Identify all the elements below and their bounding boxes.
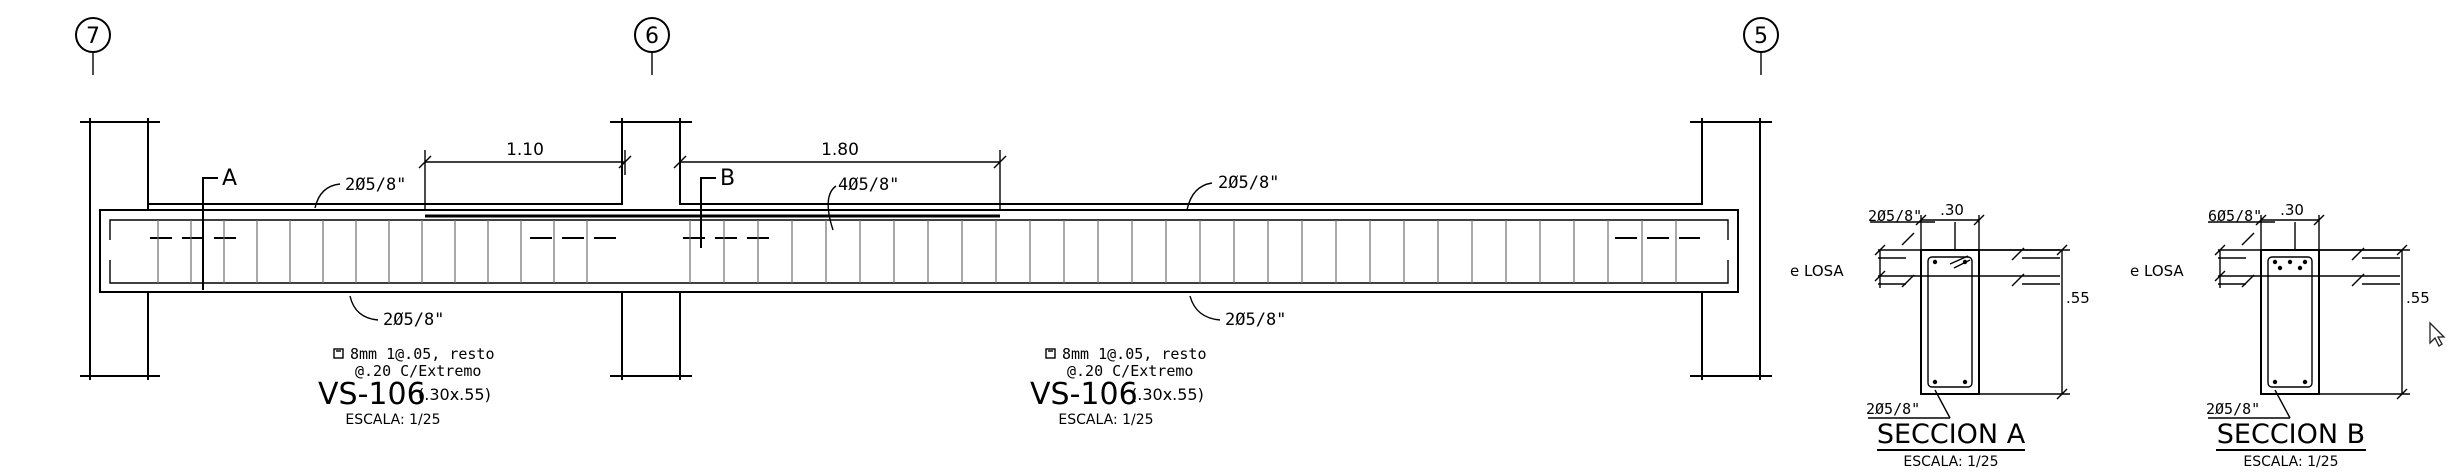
mouse-cursor-icon (2429, 321, 2446, 347)
beam-note-left-stirrup-1: 8mm 1@.05, resto (350, 345, 495, 363)
beam-note-right-size: (.30x.55) (1131, 385, 1204, 404)
span-label-right: 1.80 (821, 140, 859, 160)
section-a-bottom-bars: 2Ø5/8" (1866, 400, 1920, 418)
axis-label-6: 6 (645, 24, 659, 49)
section-b-bottom-bars: 2Ø5/8" (2206, 400, 2260, 418)
section-cut-b-label: B (720, 166, 735, 191)
section-b-slab-label: e LOSA (2130, 262, 2184, 280)
rebar-callout-top-left-text: 2Ø5/8" (345, 175, 406, 195)
column-axis-7 (80, 118, 160, 380)
section-a-detail: .30 2Ø5/8" 2Ø5/8" e LOSA .55 SECCION A E… (1790, 201, 2090, 470)
section-a-height: .55 (2066, 289, 2090, 307)
beam-note-left-stirrup-2: @.20 C/Extremo (355, 362, 481, 380)
rebar-callout-middle-text: 4Ø5/8" (838, 175, 899, 195)
rebar-callout-bottom-right: 2Ø5/8" (1189, 295, 1286, 330)
section-cut-a: A (202, 166, 237, 290)
rebar-callout-top-right: 2Ø5/8" (1186, 173, 1279, 211)
section-b-scale: ESCALA: 1/25 (2243, 454, 2338, 470)
section-a-slab-label: e LOSA (1790, 262, 1844, 280)
section-a-title: SECCION A (1877, 419, 2026, 450)
beam-note-left-name: VS-106 (318, 377, 426, 412)
section-b-width: .30 (2280, 201, 2304, 219)
section-cut-a-label: A (222, 166, 237, 191)
column-axis-5 (1690, 118, 1772, 380)
rebar-callout-bottom-right-text: 2Ø5/8" (1225, 310, 1286, 330)
beam-note-left: 8mm 1@.05, resto @.20 C/Extremo VS-106 (… (318, 345, 495, 428)
section-b-title: SECCION B (2217, 419, 2365, 450)
section-a-scale: ESCALA: 1/25 (1903, 454, 1998, 470)
span-dimension-right: 1.80 (673, 140, 1007, 210)
rebar-callout-middle: 4Ø5/8" (827, 175, 899, 231)
beam-note-right-stirrup-1: 8mm 1@.05, resto (1062, 345, 1207, 363)
stirrup-symbol-icon (333, 348, 344, 359)
axis-bubble-7: 7 (75, 17, 111, 75)
longitudinal-rebar (109, 214, 1729, 284)
axis-label-7: 7 (86, 24, 100, 49)
beam-note-right: 8mm 1@.05, resto @.20 C/Extremo VS-106 (… (1030, 345, 1207, 428)
beam-outline (99, 209, 1739, 300)
section-a-top-bars: 2Ø5/8" (1868, 207, 1922, 225)
rebar-callout-top-right-text: 2Ø5/8" (1218, 173, 1279, 193)
section-b-top-bars: 6Ø5/8" (2208, 207, 2262, 225)
beam-note-left-size: (.30x.55) (418, 385, 491, 404)
section-b-detail: .30 6Ø5/8" 2Ø5/8" e LOSA .55 SECCION B E… (2130, 201, 2430, 470)
beam-note-right-scale: ESCALA: 1/25 (1058, 412, 1153, 428)
beam-note-left-scale: ESCALA: 1/25 (345, 412, 440, 428)
axis-label-5: 5 (1754, 24, 1768, 49)
beam-note-right-name: VS-106 (1030, 377, 1138, 412)
section-b-height: .55 (2406, 289, 2430, 307)
rebar-callout-top-left: 2Ø5/8" (314, 175, 406, 209)
stirrup-lines (157, 220, 1677, 283)
rebar-callout-bottom-left-text: 2Ø5/8" (383, 310, 444, 330)
section-cut-b: B (700, 166, 735, 248)
axis-bubble-6: 6 (634, 17, 670, 75)
span-label-left: 1.10 (506, 140, 544, 160)
span-dimension-left: 1.10 (418, 140, 632, 210)
beam-note-right-stirrup-2: @.20 C/Extremo (1067, 362, 1193, 380)
axis-bubble-5: 5 (1743, 17, 1779, 75)
section-a-width: .30 (1940, 201, 1964, 219)
stirrup-symbol-icon (1045, 348, 1056, 359)
rebar-callout-bottom-left: 2Ø5/8" (349, 295, 444, 330)
